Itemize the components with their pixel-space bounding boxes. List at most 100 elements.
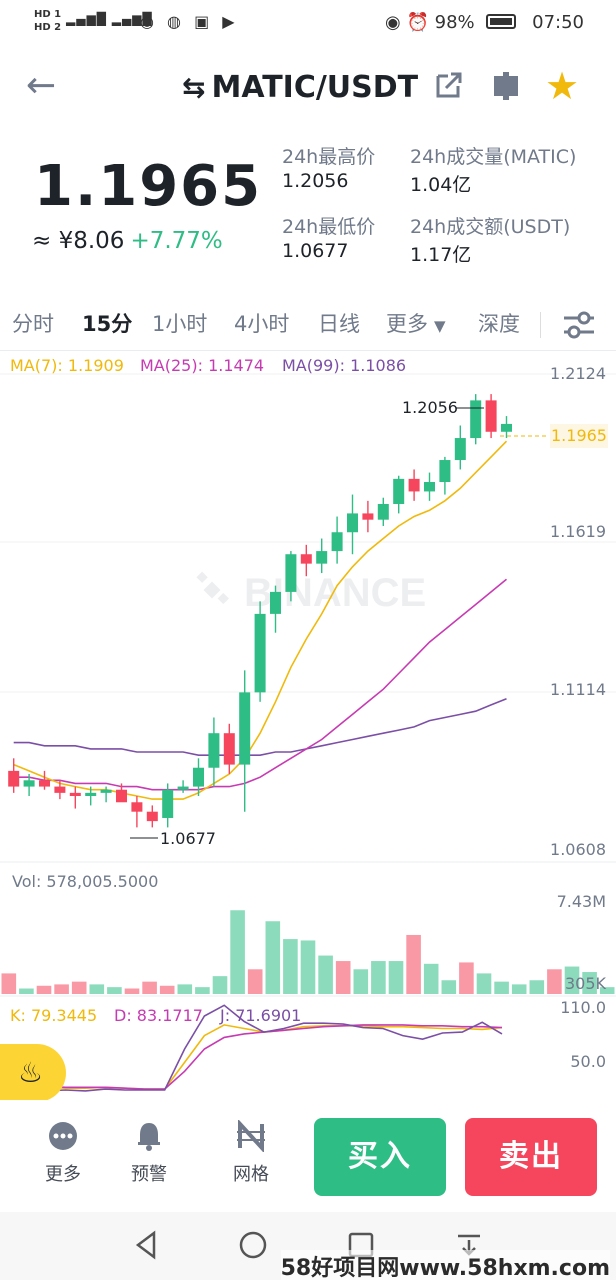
volume-bar bbox=[159, 985, 175, 994]
volume-bar bbox=[1, 973, 17, 994]
tab-4h[interactable]: 4小时 bbox=[234, 312, 290, 336]
volume-bar bbox=[441, 980, 457, 994]
volume-bar bbox=[265, 921, 281, 994]
more-icon bbox=[49, 1122, 77, 1150]
bookmark-icon[interactable] bbox=[490, 70, 522, 102]
candle-body bbox=[270, 591, 281, 614]
nav-back-icon[interactable] bbox=[132, 1230, 162, 1260]
tab-more-label: 更多 bbox=[386, 312, 428, 336]
volume-bar bbox=[107, 987, 122, 994]
volume-bar bbox=[247, 969, 263, 994]
candle bbox=[424, 472, 435, 501]
candle bbox=[408, 469, 420, 501]
interval-tabs: 分时 15分 1小时 4小时 日线 更多 ▼ 深度 bbox=[0, 308, 616, 344]
candle-body bbox=[285, 554, 297, 592]
clock: 07:50 bbox=[532, 12, 584, 33]
price-axis-label: 1.0608 bbox=[550, 840, 606, 859]
candle-body bbox=[331, 532, 343, 552]
change-percent: +7.77% bbox=[130, 228, 223, 254]
kdj-k-line bbox=[5, 1024, 503, 1090]
volume-bar bbox=[142, 981, 157, 994]
alert-button[interactable]: 预警 bbox=[114, 1120, 184, 1186]
candle bbox=[8, 758, 20, 793]
kdj-j-label: J: 71.6901 bbox=[220, 1006, 302, 1025]
vol-quote-label: 24h成交额(USDT) bbox=[410, 216, 571, 238]
vol-base-label: 24h成交量(MATIC) bbox=[410, 146, 577, 168]
candle-body bbox=[239, 692, 251, 765]
chart-grid bbox=[0, 373, 616, 997]
chart-settings-icon[interactable] bbox=[562, 310, 596, 340]
volume-bar bbox=[582, 972, 597, 994]
low-label: 24h最低价 bbox=[282, 216, 376, 238]
nav-home-icon[interactable] bbox=[238, 1230, 268, 1260]
eye-icon: ◉ bbox=[385, 12, 401, 33]
volume-bar bbox=[529, 980, 545, 994]
external-link-icon[interactable] bbox=[434, 70, 464, 100]
candle-body bbox=[131, 802, 143, 812]
volume-bar bbox=[423, 963, 439, 994]
status-right: ◉ ⏰ 98% 07:50 bbox=[385, 12, 584, 33]
tab-more[interactable]: 更多 ▼ bbox=[386, 308, 446, 338]
last-price: 1.1965 bbox=[34, 154, 263, 219]
kdj-d-label: D: 83.1717 bbox=[114, 1006, 203, 1025]
candle-body bbox=[300, 554, 312, 564]
high-value: 1.2056 bbox=[282, 170, 349, 192]
ma25-legend: MA(25): 1.1474 bbox=[140, 356, 265, 375]
candle-body bbox=[23, 780, 35, 787]
ma99-line bbox=[13, 697, 507, 757]
grid-button[interactable]: 网格 bbox=[216, 1120, 286, 1186]
candle-body bbox=[100, 789, 112, 793]
kdj-axis-mid: 50.0 bbox=[570, 1052, 606, 1071]
alert-label: 预警 bbox=[131, 1164, 167, 1185]
candle-body bbox=[223, 733, 235, 765]
candle-body bbox=[69, 792, 81, 796]
tab-1h[interactable]: 1小时 bbox=[152, 312, 208, 336]
favorite-star-icon[interactable]: ★ bbox=[545, 64, 580, 108]
price-axis-label: 1.2124 bbox=[550, 364, 606, 383]
alarm-icon: ⏰ bbox=[406, 12, 429, 33]
price-axis-label: 1.1114 bbox=[550, 680, 606, 699]
candle bbox=[223, 723, 235, 775]
volume-bar bbox=[353, 969, 369, 994]
tab-depth[interactable]: 深度 bbox=[478, 312, 520, 336]
candle-body bbox=[162, 789, 174, 818]
high-marker-text: 1.2056 bbox=[402, 398, 458, 417]
kdj-lines bbox=[5, 1004, 503, 1092]
candle-body bbox=[439, 460, 451, 483]
candles bbox=[8, 394, 512, 828]
candle-body bbox=[316, 551, 328, 564]
swap-icon: ⇆ bbox=[182, 71, 206, 104]
tab-daily[interactable]: 日线 bbox=[318, 312, 360, 336]
candle-body bbox=[116, 789, 127, 803]
volume-bar bbox=[599, 987, 615, 994]
volume-bar bbox=[212, 976, 228, 994]
candle bbox=[69, 786, 81, 809]
candle-body bbox=[501, 423, 512, 432]
high-marker: 1.2056 bbox=[402, 398, 484, 417]
grid-label: 网格 bbox=[233, 1164, 269, 1185]
binance-watermark: BINANCE bbox=[196, 571, 426, 615]
hot-button[interactable]: ♨ bbox=[0, 1044, 66, 1102]
signal-icon: ▂▄▆█ ▂▄▆█ bbox=[66, 12, 153, 26]
candle-body bbox=[177, 786, 189, 790]
tab-time[interactable]: 分时 bbox=[12, 312, 54, 336]
vol-base-value: 1.04亿 bbox=[410, 174, 472, 196]
sell-button[interactable]: 卖出 bbox=[465, 1118, 597, 1196]
back-button[interactable]: ← bbox=[26, 65, 57, 106]
battery-percent: 98% bbox=[434, 12, 475, 33]
low-marker: 1.0677 bbox=[130, 829, 216, 848]
candle-body bbox=[208, 733, 220, 768]
candle bbox=[270, 585, 281, 633]
candle-body bbox=[393, 478, 405, 504]
buy-button[interactable]: 买入 bbox=[314, 1118, 446, 1196]
pair-selector[interactable]: ⇆ MATIC/USDT bbox=[182, 70, 418, 105]
ma99-legend: MA(99): 1.1086 bbox=[282, 356, 407, 375]
candle bbox=[393, 475, 405, 514]
candle bbox=[501, 416, 512, 439]
more-button[interactable]: 更多 bbox=[28, 1120, 98, 1186]
tab-15m[interactable]: 15分 bbox=[82, 312, 133, 336]
low-marker-text: 1.0677 bbox=[160, 829, 216, 848]
candle-body bbox=[485, 400, 497, 432]
volume-bar bbox=[54, 984, 69, 994]
kline-chart[interactable]: BINANCE 1.2056 1.0677 bbox=[0, 352, 616, 1098]
